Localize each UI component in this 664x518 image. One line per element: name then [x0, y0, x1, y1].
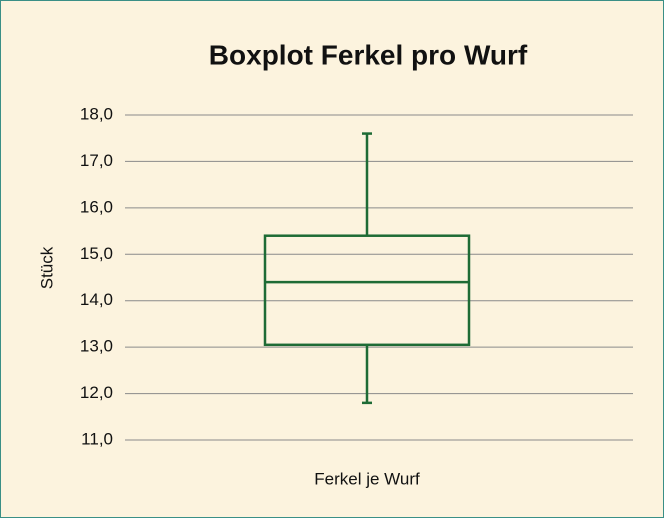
- x-tick-label: Ferkel je Wurf: [314, 469, 420, 488]
- y-tick-label: 12,0: [80, 383, 113, 402]
- y-tick-label: 18,0: [80, 104, 113, 123]
- y-tick-label: 13,0: [80, 337, 113, 356]
- y-tick-label: 11,0: [81, 429, 113, 448]
- y-tick-label: 15,0: [80, 244, 113, 263]
- y-axis-label: Stück: [37, 246, 56, 289]
- y-tick-label: 17,0: [80, 151, 113, 170]
- y-tick-label: 14,0: [80, 290, 113, 309]
- y-tick-label: 16,0: [80, 197, 113, 216]
- box: [263, 234, 471, 347]
- chart-title: Boxplot Ferkel pro Wurf: [209, 39, 528, 70]
